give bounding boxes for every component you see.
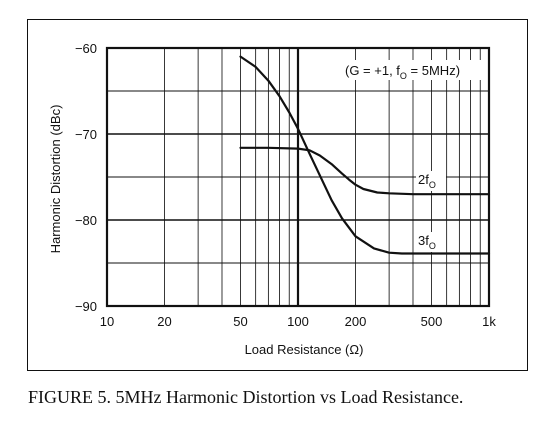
plot-axes: [105, 46, 491, 308]
x-tick-label: 500: [421, 314, 443, 329]
y-tick-label: −80: [75, 213, 97, 228]
chart-frame: [27, 19, 528, 371]
series-line-2fO: [239, 146, 491, 196]
plot-border: [105, 46, 491, 308]
y-tick-label: −60: [75, 41, 97, 56]
x-tick-label: 50: [233, 314, 247, 329]
conditions-annotation: (G = +1, fO = 5MHz): [345, 63, 460, 81]
series-line-3fO: [239, 55, 491, 255]
x-axis-label: Load Resistance (Ω): [245, 342, 364, 357]
x-tick-label: 20: [157, 314, 171, 329]
y-axis-label: Harmonic Distortion (dBc): [48, 105, 63, 254]
x-tick-label: 1k: [482, 314, 496, 329]
y-tick-label: −90: [75, 299, 97, 314]
x-tick-label: 100: [287, 314, 309, 329]
series-label-bg: [416, 232, 446, 252]
series-label-bg: [416, 171, 446, 191]
series-layer: [239, 55, 491, 255]
series-label-2fO: 2fO: [418, 172, 436, 190]
x-tick-label: 200: [345, 314, 367, 329]
x-tick-label: 10: [100, 314, 114, 329]
series-label-3fO: 3fO: [418, 233, 436, 251]
y-tick-label: −70: [75, 127, 97, 142]
annotation-background: [336, 60, 482, 80]
figure-caption: FIGURE 5. 5MHz Harmonic Distortion vs Lo…: [28, 387, 464, 407]
